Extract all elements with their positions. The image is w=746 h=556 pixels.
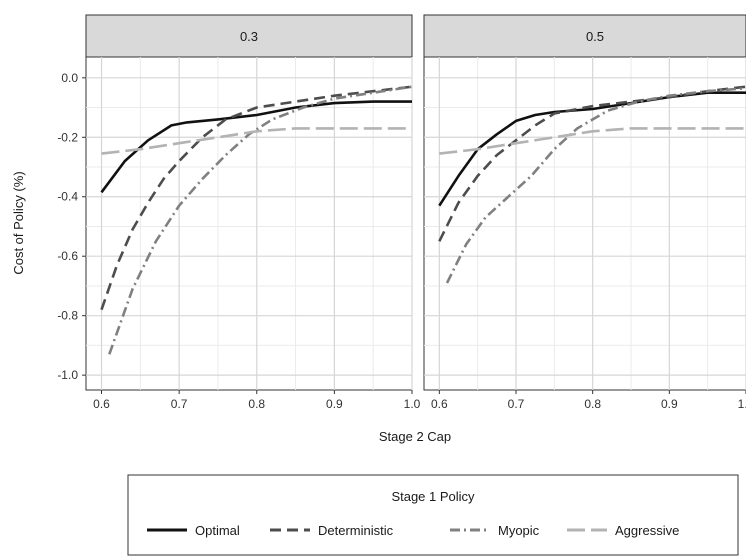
x-tick-label: 1.0 <box>738 397 746 411</box>
y-tick-label: -0.2 <box>57 130 78 144</box>
legend-label-aggressive: Aggressive <box>615 523 679 538</box>
panel-1-strip <box>85 14 413 58</box>
x-tick-label: 0.6 <box>431 397 448 411</box>
y-tick-label: 0.0 <box>61 71 78 85</box>
panel-1-lines <box>100 85 413 355</box>
legend-box <box>127 474 739 556</box>
panel-1: 0.3 0.6 0.7 0.8 0.9 1.0 <box>85 14 421 411</box>
y-tick-label: -0.6 <box>57 249 78 263</box>
panel-2-x-ticks: 0.6 0.7 0.8 0.9 1.0 <box>431 390 746 411</box>
series-line-deterministic <box>100 85 413 311</box>
x-tick-label: 0.8 <box>584 397 601 411</box>
panel-2-strip-label: 0.5 <box>586 29 604 44</box>
y-tick-label: -1.0 <box>57 368 78 382</box>
y-tick-label: -0.8 <box>57 309 78 323</box>
x-tick-label: 0.7 <box>171 397 188 411</box>
legend-label-deterministic: Deterministic <box>318 523 394 538</box>
panel-1-gridlines <box>86 57 413 390</box>
y-axis-title: Cost of Policy (%) <box>11 171 26 274</box>
y-axis-ticks: 0.0 -0.2 -0.4 -0.6 -0.8 -1.0 <box>57 71 86 382</box>
panel-2-gridlines <box>424 57 746 390</box>
x-tick-label: 0.8 <box>248 397 265 411</box>
legend-title: Stage 1 Policy <box>391 489 475 504</box>
legend-label-optimal: Optimal <box>195 523 240 538</box>
legend: Stage 1 Policy Optimal Deterministic Myopi… <box>127 474 739 556</box>
series-line-myopic <box>445 86 746 284</box>
x-axis-title: Stage 2 Cap <box>379 429 451 444</box>
panel-2: 0.5 0.6 0.7 0.8 0.9 1.0 <box>423 14 746 411</box>
panel-2-strip <box>423 14 746 58</box>
panel-1-strip-label: 0.3 <box>240 29 258 44</box>
x-tick-label: 0.9 <box>661 397 678 411</box>
series-line-aggressive <box>439 127 746 155</box>
legend-items: Optimal Deterministic Myopic Aggressive <box>147 523 679 538</box>
series-line-myopic <box>108 85 413 355</box>
x-tick-label: 1.0 <box>404 397 421 411</box>
x-tick-label: 0.7 <box>508 397 525 411</box>
legend-label-myopic: Myopic <box>498 523 540 538</box>
series-line-aggressive <box>101 127 412 155</box>
panel-1-x-ticks: 0.6 0.7 0.8 0.9 1.0 <box>93 390 421 411</box>
panel-2-lines <box>438 85 746 284</box>
y-tick-label: -0.4 <box>57 190 78 204</box>
x-tick-label: 0.6 <box>93 397 110 411</box>
series-line-optimal <box>100 100 412 194</box>
x-tick-label: 0.9 <box>326 397 343 411</box>
